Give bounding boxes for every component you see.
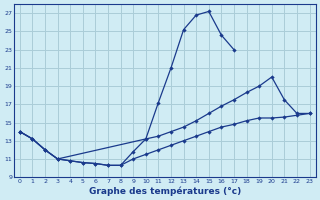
X-axis label: Graphe des températures (°c): Graphe des températures (°c) xyxy=(89,186,241,196)
